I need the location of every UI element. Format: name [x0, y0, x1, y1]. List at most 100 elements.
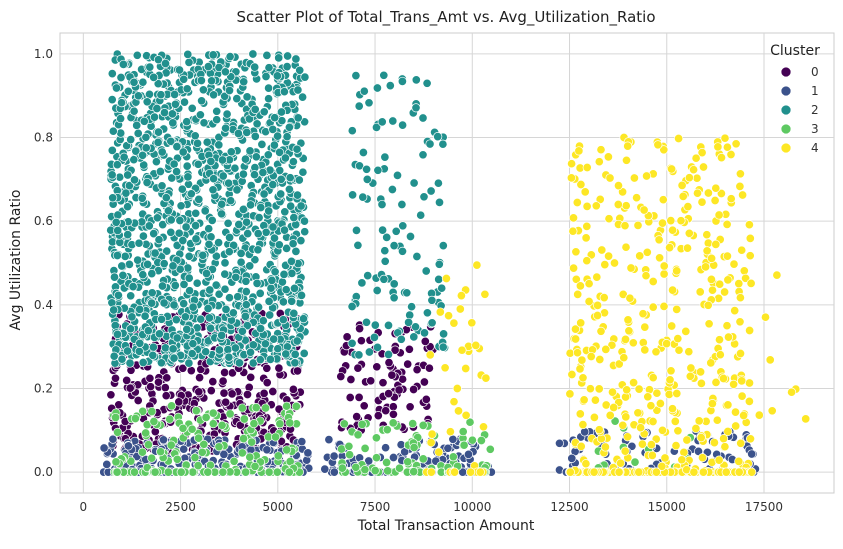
data-point — [268, 180, 278, 190]
data-point — [223, 345, 233, 355]
y-tick-label: 0.2 — [34, 381, 53, 395]
data-point — [433, 178, 443, 188]
data-point — [383, 320, 394, 330]
data-point — [801, 414, 811, 424]
data-point — [647, 450, 657, 460]
data-point — [157, 314, 167, 324]
data-point — [594, 425, 604, 435]
data-point — [692, 188, 703, 198]
data-point — [427, 295, 437, 305]
data-point — [707, 399, 717, 409]
data-point — [267, 275, 277, 285]
data-point — [176, 201, 186, 211]
data-point — [159, 108, 170, 118]
data-point — [723, 332, 734, 342]
data-point — [427, 318, 437, 328]
data-point — [638, 338, 648, 348]
data-point — [221, 397, 231, 407]
data-point — [184, 251, 194, 261]
data-point — [209, 90, 219, 100]
data-point — [222, 109, 232, 119]
data-point — [621, 412, 631, 422]
data-point — [197, 447, 207, 457]
data-point — [685, 371, 695, 381]
data-point — [182, 84, 192, 94]
data-point — [654, 235, 664, 245]
data-point — [122, 375, 132, 385]
data-point — [600, 442, 610, 452]
data-point — [691, 153, 701, 163]
data-point — [735, 348, 746, 359]
data-point — [377, 117, 387, 127]
data-point — [264, 296, 274, 306]
data-point — [221, 123, 231, 133]
data-point — [403, 359, 413, 369]
data-point — [616, 458, 626, 468]
data-point — [225, 232, 235, 243]
data-point — [285, 418, 295, 428]
data-point — [233, 128, 243, 139]
data-point — [648, 373, 658, 383]
data-point — [117, 261, 127, 271]
data-point — [123, 230, 133, 240]
data-point — [618, 187, 628, 197]
data-point — [389, 279, 399, 289]
data-point — [629, 378, 639, 388]
data-point — [116, 72, 126, 83]
data-point — [425, 139, 435, 149]
data-point — [407, 302, 417, 312]
data-point — [206, 232, 216, 242]
data-point — [320, 464, 330, 474]
data-point — [772, 270, 782, 280]
data-point — [203, 467, 213, 477]
data-point — [639, 205, 649, 215]
data-point — [671, 441, 681, 451]
data-point — [711, 239, 721, 249]
data-point — [149, 229, 159, 239]
data-point — [250, 255, 260, 265]
data-point — [133, 128, 143, 138]
data-point — [162, 246, 172, 256]
data-point — [411, 75, 421, 85]
data-point — [377, 199, 387, 210]
data-point — [366, 376, 376, 386]
data-point — [291, 401, 301, 411]
data-point — [270, 267, 280, 277]
data-point — [409, 332, 419, 342]
data-point — [185, 286, 195, 296]
data-point — [329, 451, 339, 461]
data-point — [242, 389, 253, 400]
data-point — [584, 296, 594, 307]
data-point — [232, 185, 242, 195]
data-point — [172, 454, 182, 464]
data-point — [293, 113, 303, 123]
data-point — [230, 343, 240, 353]
data-point — [397, 246, 408, 256]
data-point — [264, 206, 274, 216]
data-point — [481, 373, 491, 383]
data-point — [425, 350, 435, 360]
data-point — [389, 241, 399, 251]
data-point — [147, 298, 157, 308]
data-point — [467, 318, 477, 328]
data-point — [466, 467, 476, 477]
data-point — [620, 221, 630, 231]
data-point — [278, 315, 288, 325]
data-point — [289, 213, 299, 223]
data-point — [282, 243, 292, 253]
data-point — [734, 279, 744, 289]
data-point — [372, 285, 382, 296]
data-point — [140, 311, 150, 321]
data-point — [292, 190, 303, 200]
data-point — [226, 196, 236, 206]
data-point — [224, 247, 234, 257]
data-point — [668, 225, 678, 235]
data-point — [345, 392, 355, 403]
data-point — [632, 193, 642, 203]
data-point — [614, 467, 624, 477]
data-point — [664, 389, 674, 399]
data-point — [166, 227, 176, 237]
data-point — [182, 161, 192, 171]
data-point — [145, 373, 155, 383]
x-tick-label: 17500 — [745, 500, 783, 514]
